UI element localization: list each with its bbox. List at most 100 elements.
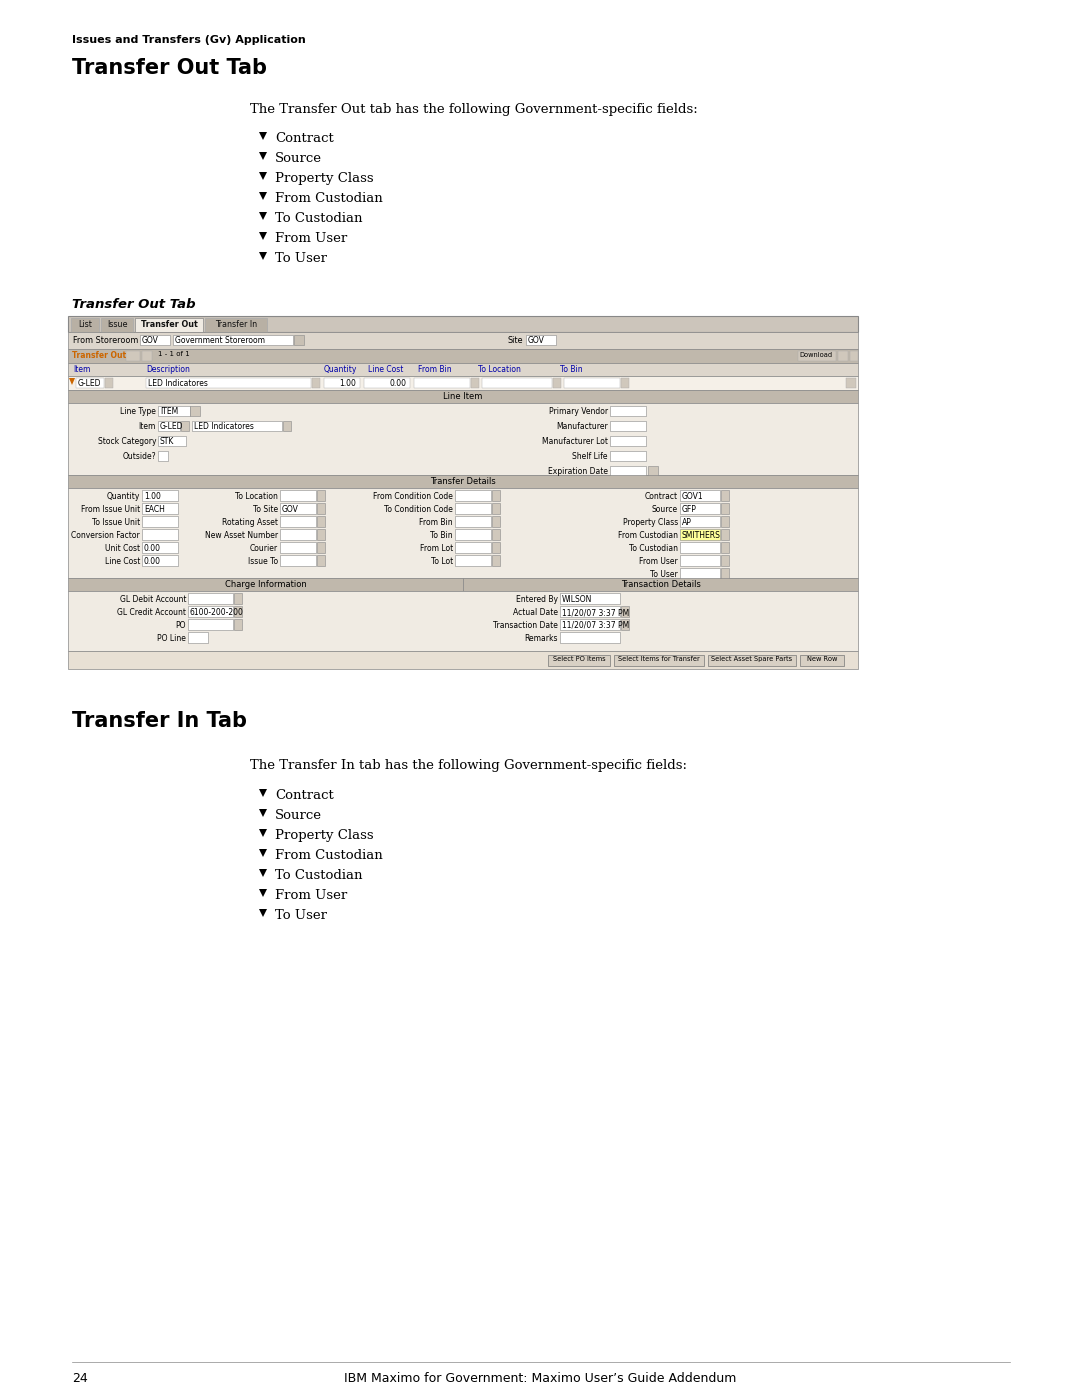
Bar xyxy=(141,542,178,553)
Bar xyxy=(181,420,189,432)
Bar xyxy=(610,420,646,432)
Text: Outside?: Outside? xyxy=(122,453,156,461)
Bar xyxy=(312,379,320,388)
Text: Select PO Items: Select PO Items xyxy=(553,657,605,662)
Bar xyxy=(68,578,463,591)
Bar xyxy=(610,407,646,416)
Bar xyxy=(234,619,242,630)
Bar xyxy=(680,555,720,566)
Text: GL Credit Account: GL Credit Account xyxy=(117,608,186,617)
Text: Site: Site xyxy=(508,337,524,345)
Polygon shape xyxy=(259,789,267,798)
Bar xyxy=(126,351,140,360)
Bar xyxy=(471,379,480,388)
Bar xyxy=(188,592,233,604)
Bar xyxy=(798,351,836,360)
Text: AP: AP xyxy=(681,518,692,527)
Text: Transfer In Tab: Transfer In Tab xyxy=(72,711,247,731)
Text: Select Items for Transfer: Select Items for Transfer xyxy=(618,657,700,662)
Text: Remarks: Remarks xyxy=(525,634,558,643)
Bar xyxy=(838,351,848,360)
Polygon shape xyxy=(259,828,267,837)
Text: New Asset Number: New Asset Number xyxy=(205,531,278,541)
Bar xyxy=(141,490,178,502)
Text: To Issue Unit: To Issue Unit xyxy=(92,518,140,527)
Bar xyxy=(482,379,552,388)
Bar xyxy=(721,515,729,527)
Text: Expiration Date: Expiration Date xyxy=(548,467,608,476)
Bar xyxy=(280,515,316,527)
Text: 11/20/07 3:37 PM: 11/20/07 3:37 PM xyxy=(562,622,630,630)
Bar xyxy=(324,379,360,388)
Bar xyxy=(158,451,168,461)
Text: Select Asset Spare Parts: Select Asset Spare Parts xyxy=(712,657,793,662)
Bar xyxy=(492,555,500,566)
Text: 6100-200-200: 6100-200-200 xyxy=(190,608,244,617)
Text: LED Indicatores: LED Indicatores xyxy=(148,379,207,388)
Text: From User: From User xyxy=(275,232,348,244)
Text: To Custodian: To Custodian xyxy=(629,543,678,553)
Text: Government Storeroom: Government Storeroom xyxy=(175,337,265,345)
Bar xyxy=(68,332,858,349)
Text: Rotating Asset: Rotating Asset xyxy=(222,518,278,527)
Text: Unit Cost: Unit Cost xyxy=(105,543,140,553)
Bar xyxy=(721,542,729,553)
Text: The Transfer Out tab has the following Government-specific fields:: The Transfer Out tab has the following G… xyxy=(249,103,698,116)
Bar xyxy=(68,475,858,488)
Text: Source: Source xyxy=(652,504,678,514)
Bar xyxy=(68,591,858,651)
Bar xyxy=(680,515,720,527)
Polygon shape xyxy=(259,131,267,140)
Text: Transfer Out Tab: Transfer Out Tab xyxy=(72,298,195,312)
Bar xyxy=(455,515,491,527)
Polygon shape xyxy=(259,251,267,260)
Bar xyxy=(71,319,99,332)
Bar xyxy=(158,436,186,446)
Text: GOV: GOV xyxy=(282,504,299,514)
Bar xyxy=(721,503,729,514)
Text: From User: From User xyxy=(275,888,348,902)
Bar xyxy=(455,490,491,502)
Bar xyxy=(146,379,311,388)
Text: Property Class: Property Class xyxy=(623,518,678,527)
Bar xyxy=(318,555,325,566)
Bar xyxy=(205,319,267,332)
Bar xyxy=(68,390,858,402)
Text: 11/20/07 3:37 PM: 11/20/07 3:37 PM xyxy=(562,608,630,617)
Bar xyxy=(610,451,646,461)
Bar xyxy=(68,316,858,332)
Text: To Location: To Location xyxy=(235,492,278,502)
Text: G-LED: G-LED xyxy=(78,379,102,388)
Text: Issues and Transfers (Gv) Application: Issues and Transfers (Gv) Application xyxy=(72,35,306,45)
Text: To Custodian: To Custodian xyxy=(275,869,363,882)
Text: Description: Description xyxy=(146,365,190,374)
Text: Contract: Contract xyxy=(275,131,334,145)
Text: To User: To User xyxy=(275,909,327,922)
Bar xyxy=(318,515,325,527)
Text: IBM Maximo for Government: Maximo User’s Guide Addendum: IBM Maximo for Government: Maximo User’s… xyxy=(343,1372,737,1384)
Bar xyxy=(721,490,729,502)
Polygon shape xyxy=(259,232,267,240)
Text: PO Line: PO Line xyxy=(157,634,186,643)
Text: Property Class: Property Class xyxy=(275,828,374,842)
Bar xyxy=(190,407,200,416)
Text: From Condition Code: From Condition Code xyxy=(373,492,453,502)
Text: From Issue Unit: From Issue Unit xyxy=(81,504,140,514)
Bar xyxy=(561,592,620,604)
Bar xyxy=(492,542,500,553)
Bar xyxy=(561,606,620,617)
Text: Line Item: Line Item xyxy=(443,393,483,401)
Text: GOV1: GOV1 xyxy=(681,492,704,502)
Bar xyxy=(414,379,470,388)
Bar xyxy=(102,319,133,332)
Bar xyxy=(68,376,858,390)
Text: From Custodian: From Custodian xyxy=(618,531,678,541)
Text: Entered By: Entered By xyxy=(516,595,558,604)
Bar xyxy=(280,490,316,502)
Text: GOV: GOV xyxy=(141,337,159,345)
Text: ITEM: ITEM xyxy=(160,407,178,416)
Text: From Storeroom: From Storeroom xyxy=(73,337,138,345)
Text: Stock Category: Stock Category xyxy=(97,437,156,446)
Text: Item: Item xyxy=(73,365,91,374)
Bar xyxy=(283,420,291,432)
